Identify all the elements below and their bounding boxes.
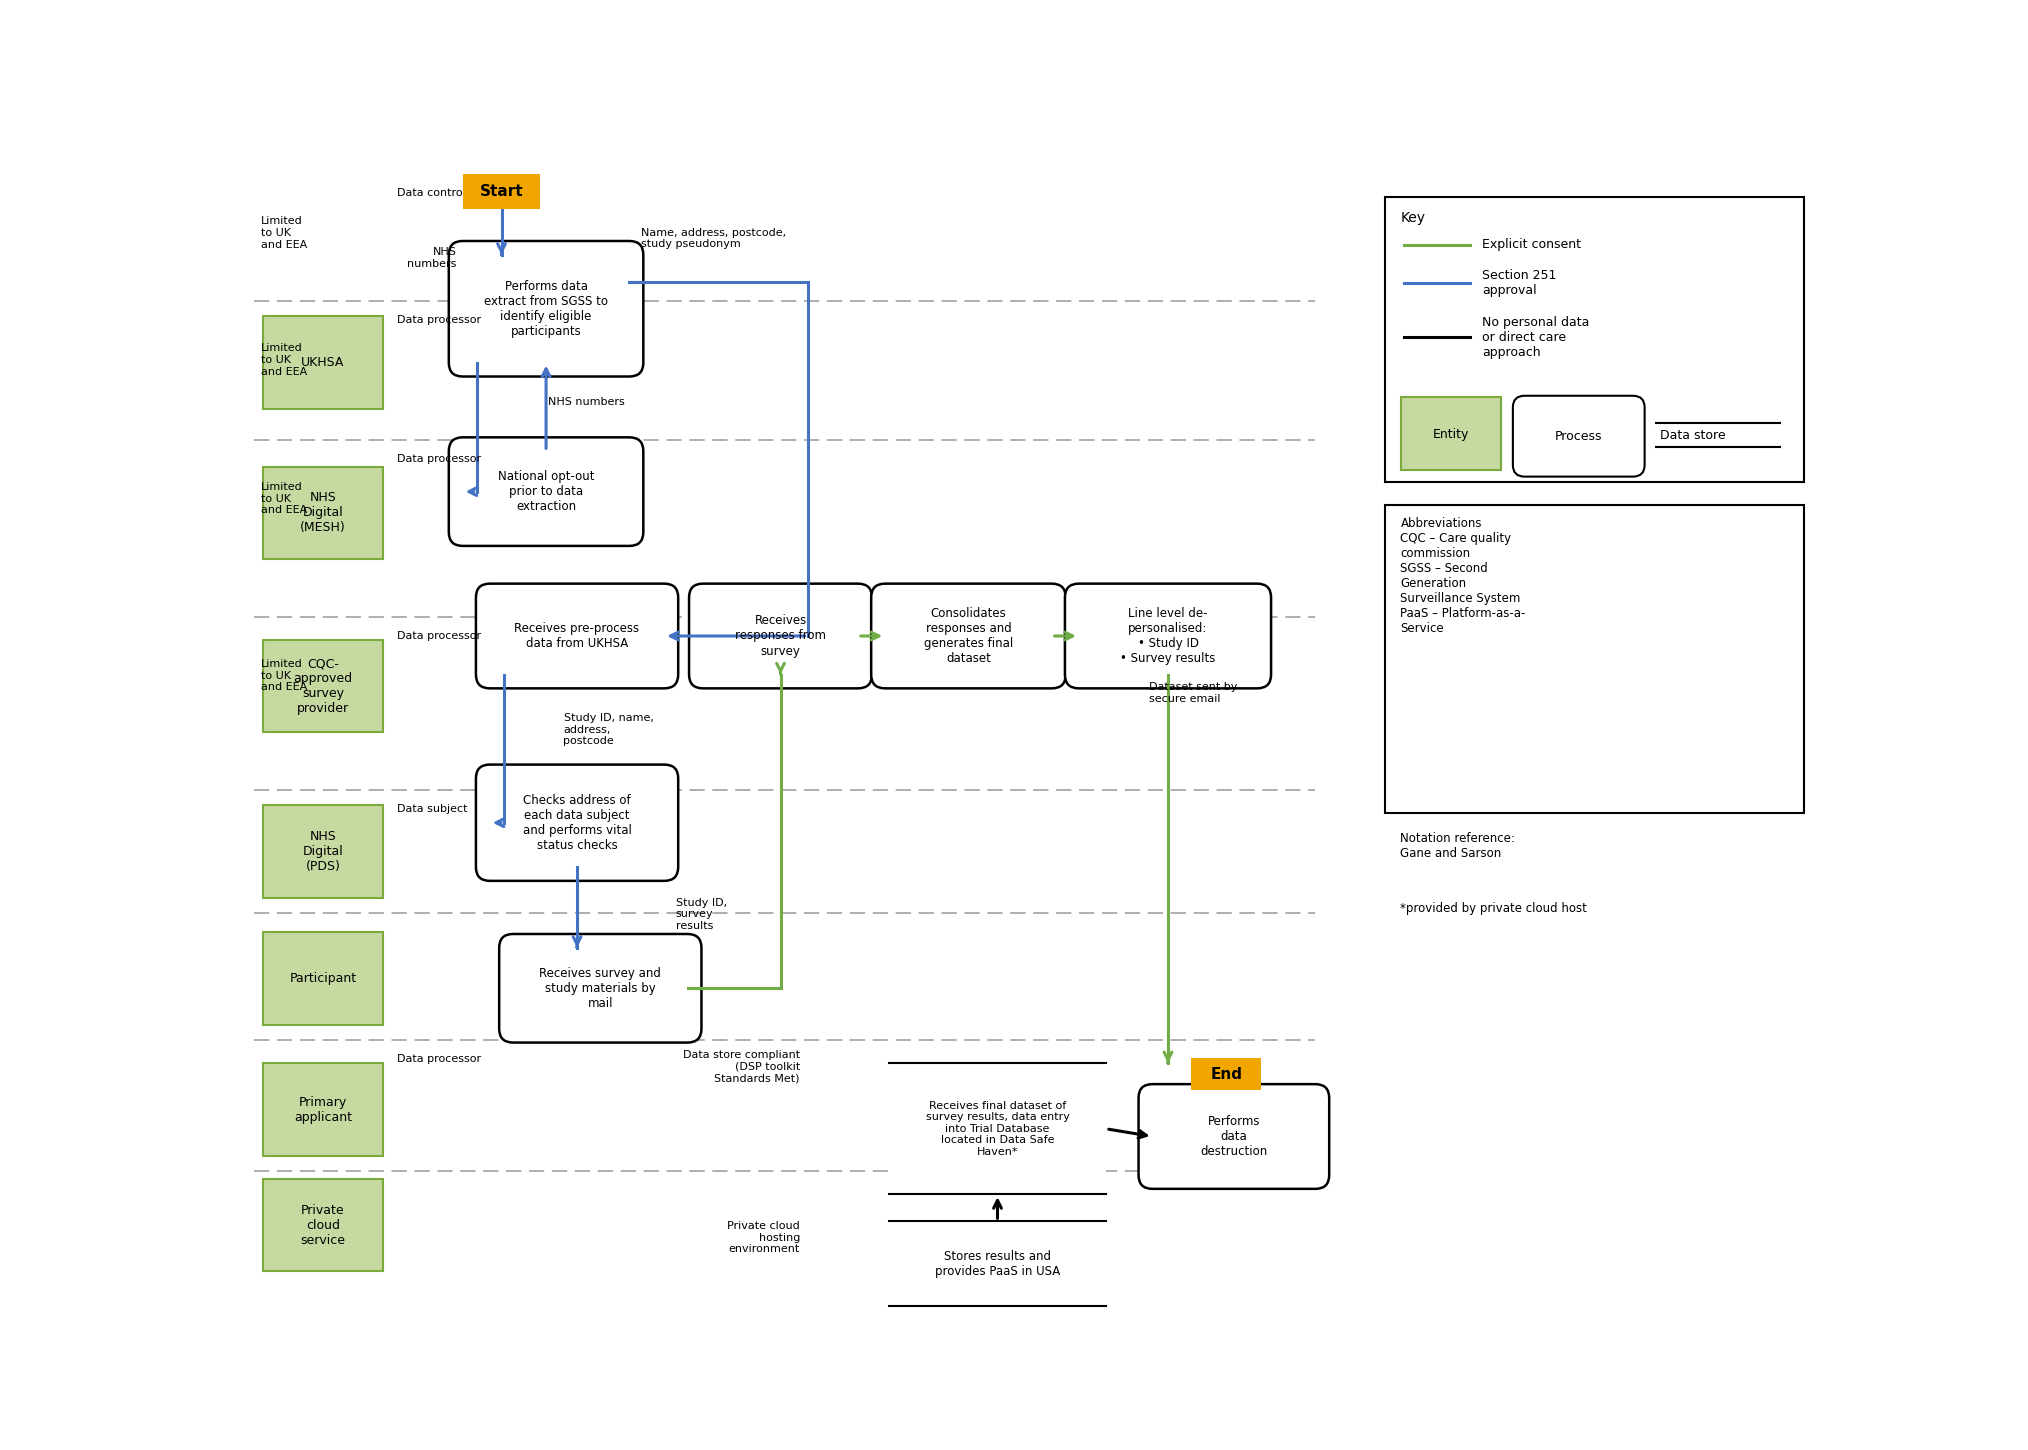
FancyBboxPatch shape: [477, 764, 677, 880]
Text: Limited
to UK
and EEA: Limited to UK and EEA: [262, 481, 308, 515]
Text: NHS
Digital
(PDS): NHS Digital (PDS): [302, 829, 343, 873]
Text: CQC-
approved
survey
provider: CQC- approved survey provider: [294, 657, 353, 715]
Text: Notation reference:
Gane and Sarson: Notation reference: Gane and Sarson: [1401, 832, 1515, 860]
Text: Consolidates
responses and
generates final
dataset: Consolidates responses and generates fin…: [925, 608, 1014, 666]
Text: Start: Start: [481, 184, 523, 199]
Text: Name, address, postcode,
study pseudonym: Name, address, postcode, study pseudonym: [641, 228, 787, 249]
Text: Primary
applicant: Primary applicant: [294, 1096, 353, 1124]
FancyBboxPatch shape: [690, 584, 872, 689]
Text: Receives final dataset of
survey results, data entry
into Trial Database
located: Receives final dataset of survey results…: [925, 1101, 1069, 1157]
FancyBboxPatch shape: [499, 934, 702, 1043]
FancyBboxPatch shape: [448, 438, 643, 545]
Text: Checks address of
each data subject
and performs vital
status checks: Checks address of each data subject and …: [523, 793, 631, 851]
Text: NHS
Digital
(MESH): NHS Digital (MESH): [300, 492, 345, 534]
Text: Data processor: Data processor: [397, 315, 481, 325]
FancyBboxPatch shape: [448, 241, 643, 377]
Bar: [264, 316, 383, 409]
Text: Receives
responses from
survey: Receives responses from survey: [734, 615, 825, 657]
FancyBboxPatch shape: [1065, 584, 1272, 689]
Bar: [264, 467, 383, 560]
Bar: [264, 932, 383, 1025]
Bar: [888, 1221, 1105, 1306]
Text: No personal data
or direct care
approach: No personal data or direct care approach: [1482, 316, 1590, 358]
Text: Performs data
extract from SGSS to
identify eligible
participants: Performs data extract from SGSS to ident…: [485, 280, 608, 338]
Bar: [264, 1179, 383, 1272]
Bar: [1190, 1058, 1261, 1090]
Text: End: End: [1211, 1067, 1241, 1082]
Text: Stores results and
provides PaaS in USA: Stores results and provides PaaS in USA: [935, 1250, 1061, 1277]
Text: Explicit consent: Explicit consent: [1482, 238, 1582, 251]
Text: Private
cloud
service: Private cloud service: [300, 1204, 345, 1247]
Text: Data processor: Data processor: [397, 454, 481, 464]
Text: Line level de-
personalised:
• Study ID
• Survey results: Line level de- personalised: • Study ID …: [1119, 608, 1215, 666]
Text: Study ID, name,
address,
postcode: Study ID, name, address, postcode: [564, 713, 653, 747]
Text: Entity: Entity: [1432, 428, 1468, 441]
Text: Participant: Participant: [290, 972, 357, 985]
Bar: [1401, 397, 1501, 470]
Bar: [888, 1063, 1105, 1195]
Text: Private cloud
hosting
environment: Private cloud hosting environment: [728, 1221, 799, 1254]
Text: Performs
data
destruction: Performs data destruction: [1201, 1115, 1268, 1159]
Text: Data processor: Data processor: [397, 1054, 481, 1064]
Text: Process: Process: [1555, 429, 1602, 442]
Bar: [264, 805, 383, 898]
FancyBboxPatch shape: [1513, 396, 1645, 477]
Text: NHS numbers: NHS numbers: [548, 397, 625, 407]
Text: *provided by private cloud host: *provided by private cloud host: [1401, 902, 1588, 915]
Text: Limited
to UK
and EEA: Limited to UK and EEA: [262, 344, 308, 377]
Text: Data controller: Data controller: [397, 188, 481, 197]
Bar: [1385, 197, 1803, 481]
Text: Abbreviations
CQC – Care quality
commission
SGSS – Second
Generation
Surveillanc: Abbreviations CQC – Care quality commiss…: [1401, 516, 1525, 635]
Text: UKHSA: UKHSA: [302, 357, 345, 370]
Text: Data processor: Data processor: [397, 631, 481, 641]
FancyBboxPatch shape: [1138, 1085, 1328, 1189]
Bar: [1385, 505, 1803, 813]
Text: Dataset sent by
secure email: Dataset sent by secure email: [1148, 682, 1237, 703]
Text: Data store compliant
(DSP toolkit
Standards Met): Data store compliant (DSP toolkit Standa…: [683, 1050, 799, 1083]
Text: National opt-out
prior to data
extraction: National opt-out prior to data extractio…: [497, 470, 594, 513]
Text: Receives pre-process
data from UKHSA: Receives pre-process data from UKHSA: [515, 622, 639, 650]
Text: Study ID,
survey
results: Study ID, survey results: [675, 898, 726, 931]
Text: Limited
to UK
and EEA: Limited to UK and EEA: [262, 660, 308, 692]
Text: Section 251
approval: Section 251 approval: [1482, 270, 1555, 297]
Text: Data subject: Data subject: [397, 803, 466, 813]
Text: Limited
to UK
and EEA: Limited to UK and EEA: [262, 216, 308, 249]
Bar: [264, 1063, 383, 1156]
FancyBboxPatch shape: [477, 584, 677, 689]
Text: Receives survey and
study materials by
mail: Receives survey and study materials by m…: [539, 967, 661, 1009]
FancyBboxPatch shape: [872, 584, 1065, 689]
Bar: [462, 174, 539, 209]
Text: Data store: Data store: [1661, 429, 1726, 442]
Text: NHS
numbers: NHS numbers: [408, 247, 456, 268]
Bar: [264, 639, 383, 732]
Text: Key: Key: [1401, 210, 1426, 225]
